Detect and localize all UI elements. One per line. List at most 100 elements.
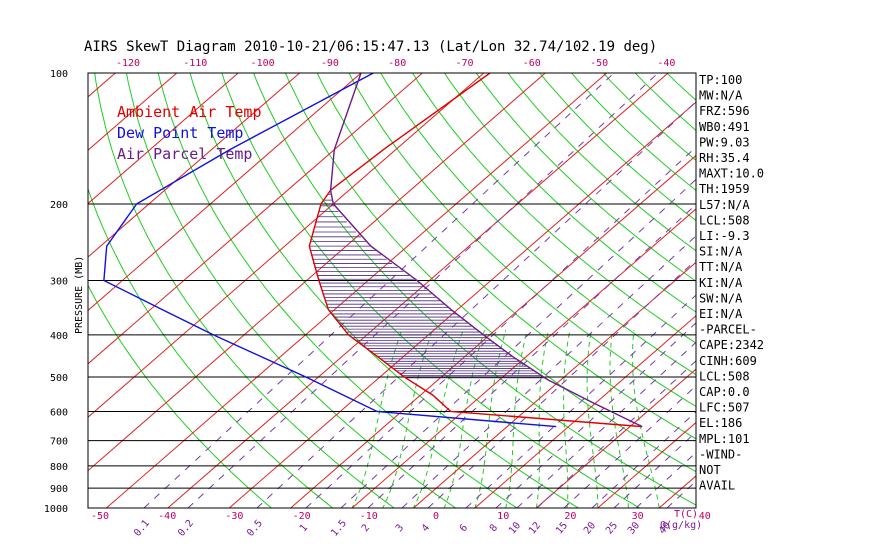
isotherm xyxy=(658,475,696,508)
isotherm xyxy=(88,73,301,258)
index-line: MW:N/A xyxy=(699,89,743,103)
bottom-temp-tick: -20 xyxy=(293,511,311,522)
isotherm xyxy=(474,315,696,508)
top-temp-tick: -80 xyxy=(388,58,406,69)
moist-adiabat xyxy=(535,329,549,508)
mixing-ratio-label: 6 xyxy=(458,523,470,535)
dry-adiabat xyxy=(316,73,696,440)
plot-frame xyxy=(87,72,697,509)
index-line: TT:N/A xyxy=(699,260,743,274)
index-line: RH:35.4 xyxy=(699,151,750,165)
dry-adiabat xyxy=(380,73,696,376)
pressure-tick-900: 900 xyxy=(50,484,68,495)
bottom-temp-tick: 10 xyxy=(497,511,509,522)
index-line: LFC:507 xyxy=(699,401,750,415)
isotherm xyxy=(105,73,608,508)
index-line: -PARCEL- xyxy=(699,323,757,337)
pressure-tick-400: 400 xyxy=(50,331,68,342)
dry-adiabat xyxy=(443,73,696,313)
pressure-tick-600: 600 xyxy=(50,407,68,418)
pressure-tick-500: 500 xyxy=(50,373,68,384)
bottom-temperature-ticks: -50 -40 -30 -20 -10 0 10 20 30 40 xyxy=(91,511,711,522)
index-line: TH:1959 xyxy=(699,182,750,196)
mixing-ratio-labels: 0.1 0.2 0.5 1 1.5 2 3 4 6 8 10 12 15 20 25 30 40 xyxy=(132,518,673,539)
dry-adiabat xyxy=(412,73,696,344)
moist-adiabat xyxy=(563,330,571,508)
mixing-ratio-label: 0.2 xyxy=(176,518,196,539)
mixing-ratio-line xyxy=(256,101,696,508)
bottom-temp-tick: -40 xyxy=(158,511,176,522)
pressure-tick-800: 800 xyxy=(50,462,68,473)
dry-adiabat xyxy=(88,284,273,508)
mixing-ratio-line xyxy=(187,73,659,508)
mixing-ratio-label: 20 xyxy=(582,520,598,536)
chart-title: AIRS SkewT Diagram 2010-10-21/06:15:47.1… xyxy=(84,39,657,55)
index-line: PW:9.03 xyxy=(699,135,750,149)
top-temp-tick: -90 xyxy=(321,58,339,69)
mixing-ratio-label: 15 xyxy=(554,520,570,536)
index-line: NOT xyxy=(699,463,721,477)
moist-adiabat xyxy=(631,330,660,508)
legend-item: Dew Point Temp xyxy=(117,124,243,142)
mixing-ratio-line xyxy=(666,480,696,508)
mixing-ratio-line xyxy=(367,203,696,508)
mixing-ratio-label: 10 xyxy=(507,520,523,536)
series-air-parcel-temp xyxy=(329,73,643,428)
pressure-tick-200: 200 xyxy=(50,200,68,211)
top-temp-tick: -70 xyxy=(455,58,473,69)
mixing-ratio-line xyxy=(516,341,696,508)
bottom-temp-tick: -30 xyxy=(225,511,243,522)
dry-adiabat xyxy=(740,53,870,517)
index-line: EI:N/A xyxy=(699,307,743,321)
index-line: TP:100 xyxy=(699,73,742,87)
index-line: AVAIL xyxy=(699,479,735,493)
top-temperature-ticks: -120 -110 -100 -90 -80 -70 -60 -50 -40 xyxy=(116,58,675,69)
index-line: MPL:101 xyxy=(699,432,750,446)
pressure-tick-300: 300 xyxy=(50,277,68,288)
index-line: LCL:508 xyxy=(699,369,750,383)
pressure-tick-700: 700 xyxy=(50,437,68,448)
isotherm xyxy=(88,73,362,312)
top-temp-tick: -110 xyxy=(183,58,207,69)
isotherm xyxy=(412,261,696,508)
x-axis-unit: T(C) xyxy=(674,509,698,520)
mixing-ratio-line xyxy=(143,73,615,508)
moist-adiabat xyxy=(586,330,599,508)
isotherm xyxy=(167,73,669,508)
top-temp-tick: -60 xyxy=(523,58,541,69)
mixing-ratio-label: 25 xyxy=(604,520,620,536)
mixing-ratio-label: 1 xyxy=(298,523,310,535)
bottom-temp-tick: -10 xyxy=(360,511,378,522)
mixing-ratio-label: 0.5 xyxy=(245,518,265,539)
index-line: MAXT:10.0 xyxy=(699,167,764,181)
index-line: CAP:0.0 xyxy=(699,385,750,399)
mixing-ratio-label: 2 xyxy=(360,523,372,535)
isotherm xyxy=(88,73,178,151)
index-line: SW:N/A xyxy=(699,291,743,305)
mixing-ratio-unit: Q(g/kg) xyxy=(660,520,702,531)
top-temp-tick: -40 xyxy=(657,58,675,69)
index-line: -WIND- xyxy=(699,447,742,461)
dry-adiabat xyxy=(157,73,518,508)
dry-adiabat xyxy=(88,187,334,508)
isotherm xyxy=(88,73,547,472)
bottom-temp-tick: 0 xyxy=(433,511,439,522)
index-line: EL:186 xyxy=(699,416,742,430)
isotherm xyxy=(351,208,696,508)
legend-item: Ambient Air Temp xyxy=(117,103,262,121)
dry-adiabat xyxy=(475,73,696,282)
isotherm xyxy=(0,31,41,517)
isotherm xyxy=(535,368,696,508)
mixing-ratio-label: 12 xyxy=(527,520,543,536)
mixing-ratio-label: 8 xyxy=(488,523,500,535)
index-line: SI:N/A xyxy=(699,245,743,259)
top-temp-tick: -120 xyxy=(116,58,140,69)
index-line: LI:-9.3 xyxy=(699,229,750,243)
bottom-temp-tick: 40 xyxy=(699,511,711,522)
pressure-tick-labels: 100 200 300 400 500 600 700 800 900 1000 xyxy=(44,69,68,515)
dry-adiabat xyxy=(125,73,457,508)
top-temp-tick: -100 xyxy=(251,58,275,69)
isotherm xyxy=(88,73,424,365)
